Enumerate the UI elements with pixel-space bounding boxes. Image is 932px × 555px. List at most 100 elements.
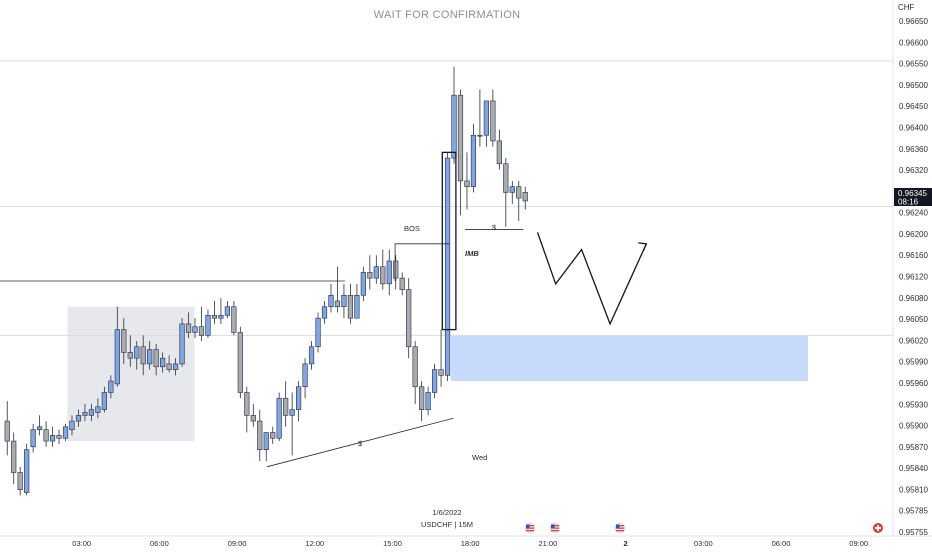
candle[interactable] <box>160 352 166 373</box>
candle[interactable] <box>373 255 379 284</box>
candle[interactable] <box>134 341 140 370</box>
candle[interactable] <box>328 283 334 313</box>
candle[interactable] <box>276 392 282 442</box>
candle[interactable] <box>308 341 315 370</box>
candle[interactable] <box>470 123 477 193</box>
candle[interactable] <box>244 386 250 433</box>
candle[interactable] <box>516 180 522 221</box>
candle[interactable] <box>231 301 237 336</box>
candle[interactable] <box>121 318 127 364</box>
candle[interactable] <box>380 249 386 290</box>
candle[interactable] <box>43 421 49 447</box>
candle[interactable] <box>334 266 341 313</box>
candle[interactable] <box>496 129 502 170</box>
candle[interactable] <box>224 301 230 319</box>
candle[interactable] <box>4 401 10 456</box>
time-axis[interactable]: Jun03:0006:0009:0012:0015:0018:0021:0020… <box>0 539 868 548</box>
candle[interactable] <box>509 180 515 204</box>
candle[interactable] <box>451 66 457 164</box>
us-flag-icon[interactable] <box>614 522 626 534</box>
candle[interactable] <box>321 301 328 324</box>
candle[interactable] <box>11 432 17 484</box>
candle[interactable] <box>127 335 133 367</box>
candle[interactable] <box>477 89 483 147</box>
candle[interactable] <box>49 426 56 447</box>
bullish-candle-body <box>315 317 321 348</box>
candle[interactable] <box>211 301 218 324</box>
candle[interactable] <box>172 358 179 376</box>
candle[interactable] <box>425 386 431 416</box>
candle[interactable] <box>95 398 101 419</box>
candle[interactable] <box>503 158 509 227</box>
candle[interactable] <box>444 152 451 382</box>
candle[interactable] <box>17 466 23 496</box>
imbalance-box <box>441 151 457 331</box>
candle[interactable] <box>30 423 36 453</box>
candle[interactable] <box>205 309 211 339</box>
candles-layer[interactable] <box>4 66 528 496</box>
candle[interactable] <box>483 100 489 147</box>
candle[interactable] <box>412 341 418 404</box>
price-tick-label: 0.96120 <box>899 273 928 282</box>
candle[interactable] <box>250 403 256 427</box>
candle[interactable] <box>347 283 354 324</box>
candle[interactable] <box>438 329 444 387</box>
candle[interactable] <box>522 186 528 210</box>
candle[interactable] <box>270 426 276 444</box>
swiss-flag-icon[interactable] <box>873 523 883 533</box>
candle[interactable] <box>37 415 43 436</box>
candle[interactable] <box>490 89 496 147</box>
candle[interactable] <box>393 255 399 290</box>
current-price-tag[interactable]: 0.96345 08:16 <box>894 188 932 207</box>
candle[interactable] <box>367 255 373 290</box>
candle[interactable] <box>399 272 405 296</box>
candle[interactable] <box>82 403 88 422</box>
candle[interactable] <box>179 318 185 367</box>
candle[interactable] <box>147 341 153 370</box>
candle[interactable] <box>263 432 269 462</box>
candle[interactable] <box>192 318 198 339</box>
candle[interactable] <box>56 429 62 444</box>
zones-layer <box>67 306 808 442</box>
candle[interactable] <box>237 326 243 399</box>
candle[interactable] <box>88 403 95 422</box>
price-tick-label: 0.95870 <box>899 443 928 452</box>
candle[interactable] <box>360 266 366 302</box>
candle[interactable] <box>354 283 360 319</box>
candle[interactable] <box>386 249 392 296</box>
candle[interactable] <box>315 312 321 353</box>
candle[interactable] <box>341 283 347 319</box>
bullish-candle-body <box>95 406 101 413</box>
candle[interactable] <box>302 358 308 399</box>
candle[interactable] <box>464 152 470 210</box>
us-flag-icon[interactable] <box>524 522 536 534</box>
candle[interactable] <box>257 409 263 462</box>
candle[interactable] <box>153 343 159 376</box>
candle[interactable] <box>166 355 172 373</box>
candle[interactable] <box>283 381 289 427</box>
candle[interactable] <box>101 386 107 413</box>
candle[interactable] <box>108 375 114 399</box>
candle[interactable] <box>185 312 192 339</box>
candle[interactable] <box>69 415 75 436</box>
candle[interactable] <box>218 298 224 324</box>
candle[interactable] <box>140 335 146 376</box>
candle[interactable] <box>431 363 438 399</box>
candle[interactable] <box>114 306 120 387</box>
candle[interactable] <box>457 89 464 216</box>
candle[interactable] <box>406 278 412 359</box>
candle[interactable] <box>198 306 205 342</box>
candle[interactable] <box>62 423 69 442</box>
date-label: 1/6/2022 <box>432 508 461 517</box>
candle[interactable] <box>296 381 302 422</box>
candle[interactable] <box>75 409 82 427</box>
time-tick-label: 06:00 <box>150 539 169 548</box>
price-axis[interactable]: 0.96650 0.96600 0.96550 0.96500 0.96450 0.964… <box>899 17 928 537</box>
candle[interactable] <box>289 392 295 456</box>
us-flag-icon[interactable] <box>549 522 561 534</box>
bearish-candle-body <box>380 266 386 285</box>
candle[interactable] <box>419 381 425 422</box>
candle[interactable] <box>24 443 30 496</box>
